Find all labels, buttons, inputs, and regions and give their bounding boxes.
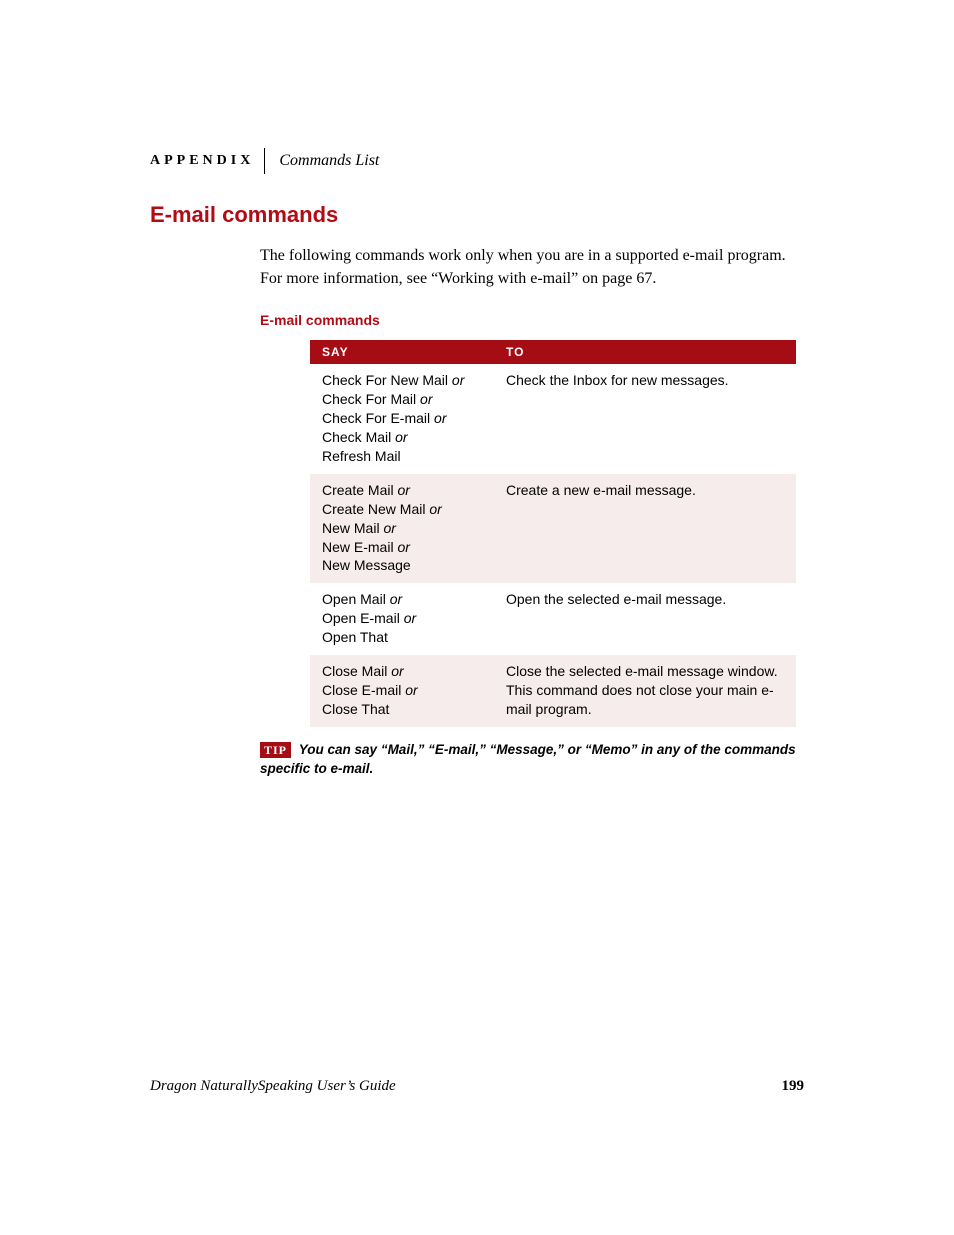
header-subtitle: Commands List: [273, 152, 379, 170]
say-line: Open That: [322, 628, 482, 647]
or-word: or: [434, 410, 446, 426]
say-cell: Check For New Mail orCheck For Mail orCh…: [310, 364, 494, 473]
say-line: Close Mail or: [322, 662, 482, 681]
to-cell: Check the Inbox for new messages.: [494, 364, 796, 473]
or-word: or: [383, 520, 395, 536]
say-line: Close That: [322, 700, 482, 719]
tip-badge: TIP: [260, 742, 291, 759]
or-word: or: [390, 591, 402, 607]
running-head: APPENDIX Commands List: [150, 148, 804, 174]
table-row: Create Mail orCreate New Mail orNew Mail…: [310, 474, 796, 583]
say-line: Close E-mail or: [322, 681, 482, 700]
to-cell: Close the selected e-mail message window…: [494, 655, 796, 727]
or-word: or: [429, 501, 441, 517]
table-row: Close Mail orClose E-mail orClose ThatCl…: [310, 655, 796, 727]
or-word: or: [395, 429, 407, 445]
header-divider: [264, 148, 265, 174]
or-word: or: [397, 482, 409, 498]
page-footer: Dragon NaturallySpeaking User’s Guide 19…: [150, 1078, 804, 1095]
say-cell: Close Mail orClose E-mail orClose That: [310, 655, 494, 727]
say-cell: Create Mail orCreate New Mail orNew Mail…: [310, 474, 494, 583]
say-line: New Mail or: [322, 519, 482, 538]
say-line: New Message: [322, 556, 482, 575]
say-cell: Open Mail orOpen E-mail orOpen That: [310, 583, 494, 655]
col-say-header: SAY: [310, 340, 494, 364]
or-word: or: [391, 663, 403, 679]
say-line: Check Mail or: [322, 428, 482, 447]
appendix-label: APPENDIX: [150, 153, 264, 169]
footer-page-number: 199: [782, 1078, 805, 1095]
to-cell: Create a new e-mail message.: [494, 474, 796, 583]
say-line: New E-mail or: [322, 538, 482, 557]
say-line: Check For Mail or: [322, 390, 482, 409]
tip-block: TIP You can say “Mail,” “E-mail,” “Messa…: [260, 741, 804, 779]
say-line: Create Mail or: [322, 481, 482, 500]
or-word: or: [452, 372, 464, 388]
or-word: or: [405, 682, 417, 698]
table-row: Check For New Mail orCheck For Mail orCh…: [310, 364, 796, 473]
say-line: Check For New Mail or: [322, 371, 482, 390]
say-line: Open Mail or: [322, 590, 482, 609]
or-word: or: [397, 539, 409, 555]
table-row: Open Mail orOpen E-mail orOpen ThatOpen …: [310, 583, 796, 655]
or-word: or: [404, 610, 416, 626]
table-caption: E-mail commands: [260, 312, 804, 328]
section-title: E-mail commands: [150, 202, 804, 228]
footer-guide: Dragon NaturallySpeaking User’s Guide: [150, 1078, 396, 1095]
tip-text: You can say “Mail,” “E-mail,” “Message,”…: [260, 742, 796, 776]
say-line: Open E-mail or: [322, 609, 482, 628]
email-commands-table: SAY TO Check For New Mail orCheck For Ma…: [310, 340, 796, 726]
say-line: Refresh Mail: [322, 447, 482, 466]
col-to-header: TO: [494, 340, 796, 364]
to-cell: Open the selected e-mail message.: [494, 583, 796, 655]
intro-paragraph: The following commands work only when yo…: [260, 244, 804, 290]
or-word: or: [420, 391, 432, 407]
table-header-row: SAY TO: [310, 340, 796, 364]
say-line: Check For E-mail or: [322, 409, 482, 428]
say-line: Create New Mail or: [322, 500, 482, 519]
